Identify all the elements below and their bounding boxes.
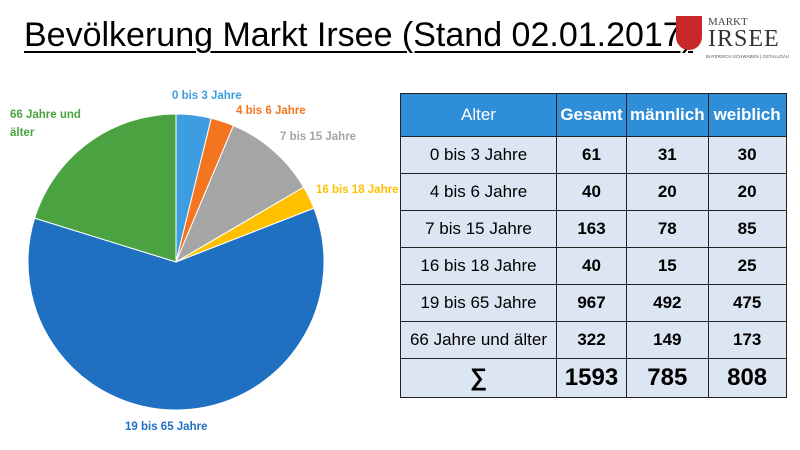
slice-label: 0 bis 3 Jahre xyxy=(172,90,242,102)
table-cell: 492 xyxy=(626,284,709,322)
table-cell: 4 bis 6 Jahre xyxy=(400,173,557,211)
table-cell: 85 xyxy=(707,210,787,248)
logo: MARKT IRSEE BAYERISCH SCHWABEN | OSTALLG… xyxy=(676,14,796,64)
slice-label: 16 bis 18 Jahre xyxy=(316,184,399,196)
slice-label: 4 bis 6 Jahre xyxy=(236,105,306,117)
data-table: Alter Gesamt männlich weiblich 0 bis 3 Jahre… xyxy=(400,93,787,398)
table-cell: 163 xyxy=(556,210,627,248)
slice-label: 19 bis 65 Jahre xyxy=(125,421,208,433)
table-cell: weiblich xyxy=(707,93,787,137)
table-cell: 322 xyxy=(556,321,627,359)
logo-sub: BAYERISCH SCHWABEN | OSTALLGÄU xyxy=(706,54,790,59)
table-cell: 20 xyxy=(707,173,787,211)
table-row: 7 bis 15 Jahre 163 78 85 xyxy=(400,210,787,248)
table-row: 19 bis 65 Jahre 967 492 475 xyxy=(400,284,787,322)
table-cell: 785 xyxy=(626,358,709,398)
table-cell: 15 xyxy=(626,247,709,285)
table-cell: 173 xyxy=(707,321,787,359)
table-cell: 967 xyxy=(556,284,627,322)
table-cell: 808 xyxy=(707,358,787,398)
table-cell: 20 xyxy=(626,173,709,211)
table-cell: 78 xyxy=(626,210,709,248)
pie-chart xyxy=(27,113,325,411)
table-row: 4 bis 6 Jahre 40 20 20 xyxy=(400,173,787,211)
table-cell: ∑ xyxy=(400,358,557,398)
table-row: 0 bis 3 Jahre 61 31 30 xyxy=(400,136,787,174)
pie-slice xyxy=(34,113,177,263)
pie-slice xyxy=(27,207,325,411)
slice-label: 66 Jahre und älter xyxy=(10,109,81,139)
table-cell: 19 bis 65 Jahre xyxy=(400,284,557,322)
logo-name: IRSEE xyxy=(708,26,780,52)
table-cell: 16 bis 18 Jahre xyxy=(400,247,557,285)
table-row: ∑ 1593 785 808 xyxy=(400,358,787,398)
table-cell: 475 xyxy=(707,284,787,322)
slice-label: 7 bis 15 Jahre xyxy=(280,131,357,143)
logo-shield xyxy=(676,16,702,50)
table-cell: 149 xyxy=(626,321,709,359)
table-row: Alter Gesamt männlich weiblich xyxy=(400,93,787,137)
table-cell: Alter xyxy=(400,93,557,137)
table-row: 16 bis 18 Jahre 40 15 25 xyxy=(400,247,787,285)
table-cell: 25 xyxy=(707,247,787,285)
table-cell: 31 xyxy=(626,136,709,174)
table-cell: 40 xyxy=(556,247,627,285)
table-cell: 1593 xyxy=(556,358,627,398)
pie-slice xyxy=(174,124,305,264)
slide-title: Bevölkerung Markt Irsee (Stand 02.01.201… xyxy=(24,16,694,54)
table-cell: Gesamt xyxy=(556,93,627,137)
table-cell: 61 xyxy=(556,136,627,174)
table-cell: männlich xyxy=(626,93,709,137)
table-cell: 7 bis 15 Jahre xyxy=(400,210,557,248)
table-cell: 40 xyxy=(556,173,627,211)
table-cell: 30 xyxy=(707,136,787,174)
table-row: 66 Jahre und älter 322 149 173 xyxy=(400,321,787,359)
table-cell: 0 bis 3 Jahre xyxy=(400,136,557,174)
table-cell: 66 Jahre und älter xyxy=(400,321,557,359)
logo-top: MARKT xyxy=(708,16,748,28)
